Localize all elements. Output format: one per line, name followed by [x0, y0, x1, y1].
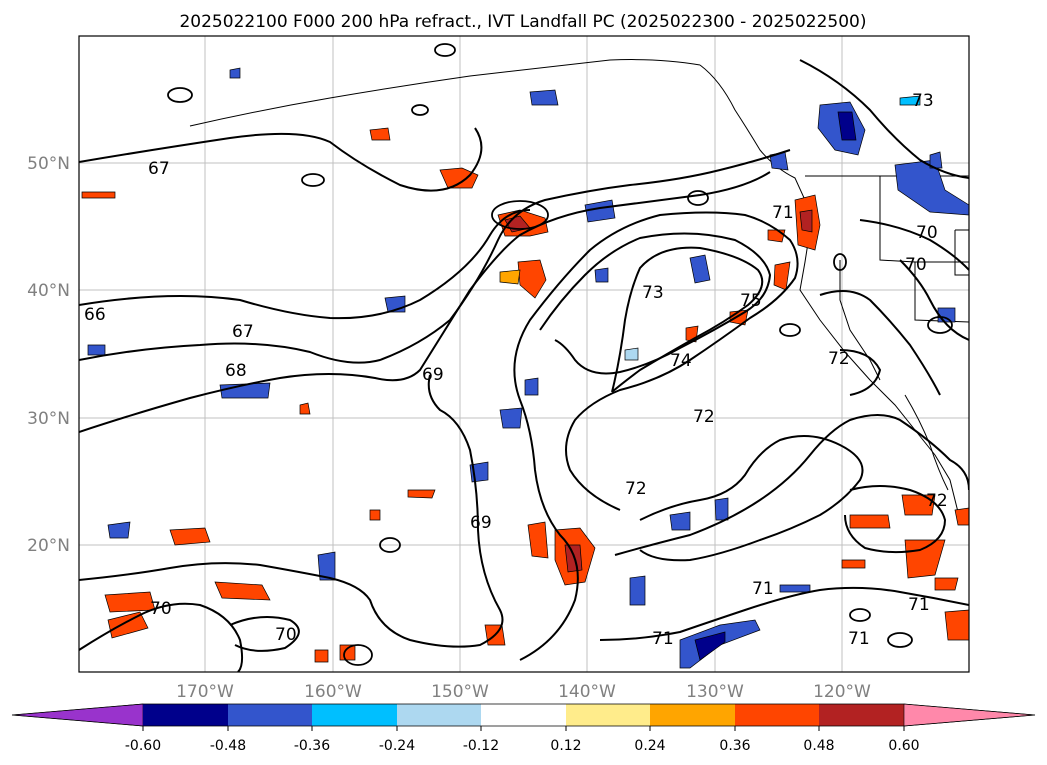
colorbar-bin	[397, 704, 481, 726]
lon-tick-170W: 170°W	[176, 682, 234, 702]
colorbar-bin	[143, 704, 228, 726]
svg-text:-0.36: -0.36	[294, 738, 330, 754]
contour-blobs	[167, 43, 953, 666]
svg-text:73: 73	[642, 283, 664, 303]
plot-border	[78, 35, 970, 673]
svg-text:0.48: 0.48	[803, 738, 834, 754]
svg-text:72: 72	[828, 349, 850, 369]
svg-text:74: 74	[670, 351, 692, 371]
svg-text:70: 70	[150, 599, 172, 619]
lat-tick-labels: 50°N 40°N 30°N 20°N	[27, 154, 70, 556]
svg-text:-0.48: -0.48	[210, 738, 246, 754]
contour-labels: 67 68 67 69 69 70 70 71 71 71 71 72 72 7…	[84, 91, 948, 649]
svg-text:0.12: 0.12	[550, 738, 581, 754]
svg-text:71: 71	[908, 595, 930, 615]
colorbar-bin	[312, 704, 397, 726]
svg-text:0.36: 0.36	[719, 738, 750, 754]
colorbar: -0.60 -0.48 -0.36 -0.24 -0.12 0.12 0.24 …	[11, 703, 1036, 754]
svg-text:69: 69	[470, 513, 492, 533]
lon-tick-140W: 140°W	[558, 682, 616, 702]
svg-text:75: 75	[740, 291, 762, 311]
svg-text:0.60: 0.60	[888, 738, 919, 754]
lon-tick-120W: 120°W	[813, 682, 871, 702]
refractivity-contours	[79, 59, 969, 672]
plot-area: 67 68 67 69 69 70 70 71 71 71 71 72 72 7…	[78, 35, 970, 673]
colorbar-bin	[735, 704, 819, 726]
svg-text:71: 71	[752, 579, 774, 599]
lat-tick-50N: 50°N	[27, 154, 70, 174]
map-title: 2025022100 F000 200 hPa refract., IVT La…	[179, 12, 866, 32]
colorbar-bin	[566, 704, 650, 726]
svg-text:68: 68	[225, 361, 247, 381]
colorbar-bin	[650, 704, 735, 726]
svg-text:67: 67	[232, 322, 254, 342]
svg-text:0.24: 0.24	[634, 738, 665, 754]
lon-tick-150W: 150°W	[431, 682, 489, 702]
colorbar-over-extension	[903, 703, 1036, 727]
coastlines	[189, 59, 969, 521]
gridlines	[79, 36, 969, 672]
positive-anomaly-patches	[81, 127, 969, 663]
colorbar-under-extension	[11, 703, 144, 727]
svg-text:72: 72	[625, 479, 647, 499]
colorbar-bin	[228, 704, 312, 726]
lat-tick-20N: 20°N	[27, 536, 70, 556]
svg-text:72: 72	[693, 407, 715, 427]
svg-text:69: 69	[422, 365, 444, 385]
svg-text:-0.60: -0.60	[125, 738, 161, 754]
svg-text:70: 70	[275, 625, 297, 645]
lon-tick-130W: 130°W	[686, 682, 744, 702]
svg-text:72: 72	[926, 491, 948, 511]
lon-tick-160W: 160°W	[304, 682, 362, 702]
negative-anomaly-patches	[87, 67, 969, 669]
svg-text:71: 71	[848, 629, 870, 649]
svg-text:73: 73	[912, 91, 934, 111]
svg-text:70: 70	[905, 255, 927, 275]
lat-tick-40N: 40°N	[27, 281, 70, 301]
svg-text:71: 71	[652, 629, 674, 649]
lon-tick-labels: 170°W 160°W 150°W 140°W 130°W 120°W	[176, 682, 871, 702]
svg-text:-0.12: -0.12	[463, 738, 499, 754]
colorbar-ticks	[142, 726, 905, 731]
svg-text:70: 70	[916, 223, 938, 243]
colorbar-tick-labels: -0.60 -0.48 -0.36 -0.24 -0.12 0.12 0.24 …	[125, 738, 920, 754]
lat-tick-30N: 30°N	[27, 409, 70, 429]
svg-text:67: 67	[148, 159, 170, 179]
colorbar-bin	[481, 704, 566, 726]
svg-text:-0.24: -0.24	[379, 738, 415, 754]
svg-text:66: 66	[84, 305, 106, 325]
colorbar-bin	[819, 704, 904, 726]
svg-text:71: 71	[772, 203, 794, 223]
